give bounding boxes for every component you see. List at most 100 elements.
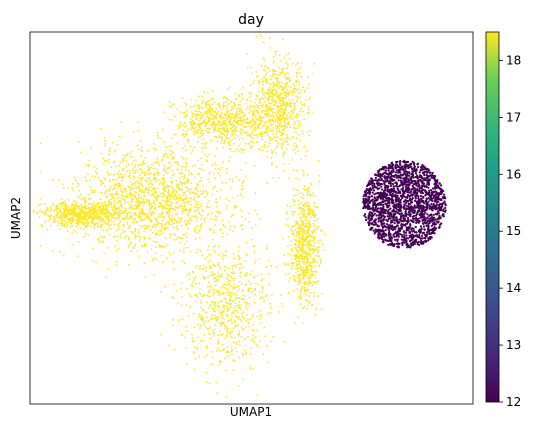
cell-point — [220, 136, 223, 139]
cell-point — [163, 193, 165, 196]
cell-point — [317, 159, 320, 162]
cell-point — [104, 160, 106, 162]
cell-point — [68, 206, 71, 208]
cell-point — [205, 320, 207, 323]
cell-point — [228, 112, 231, 115]
cell-point — [168, 219, 171, 222]
cell-point — [193, 346, 196, 349]
cell-point — [55, 207, 58, 210]
cell-point — [181, 96, 184, 99]
cell-point — [102, 220, 105, 222]
cell-point — [218, 115, 221, 117]
cell-point — [45, 213, 47, 216]
cell-point — [297, 240, 300, 243]
cell-point — [118, 222, 121, 225]
cell-point — [112, 214, 115, 216]
cell-point — [202, 116, 204, 119]
cell-point — [141, 172, 144, 175]
cell-point — [202, 113, 205, 115]
cell-point — [49, 218, 52, 220]
cell-point — [305, 226, 307, 229]
cell-point — [77, 216, 80, 219]
cell-point — [123, 196, 126, 198]
cell-point — [137, 121, 139, 123]
cell-point — [139, 211, 141, 214]
cell-point — [285, 212, 288, 215]
cell-point — [26, 206, 28, 208]
cell-point — [48, 215, 51, 218]
cell-point — [214, 305, 216, 308]
cell-point — [192, 281, 194, 283]
cell-point — [295, 248, 298, 251]
cell-point — [212, 121, 215, 124]
cell-point — [216, 113, 219, 116]
cell-point — [281, 147, 283, 150]
cell-point — [263, 59, 266, 61]
cell-point — [213, 172, 216, 175]
cell-point — [284, 76, 286, 79]
cell-point — [39, 197, 42, 200]
cell-point — [302, 174, 305, 177]
cell-point — [300, 207, 303, 210]
cell-point — [258, 107, 261, 110]
cell-point — [241, 195, 243, 198]
cell-point — [297, 125, 300, 128]
cell-point — [252, 105, 255, 108]
cell-point — [248, 287, 250, 290]
cell-point — [94, 208, 96, 211]
cell-point — [292, 201, 295, 203]
cell-point — [155, 224, 158, 226]
cell-point — [251, 132, 254, 134]
cell-point — [303, 306, 306, 308]
cell-point — [213, 135, 216, 138]
cell-point — [207, 121, 209, 124]
cell-point — [271, 162, 273, 165]
cell-point — [151, 163, 153, 166]
cell-point — [285, 78, 288, 81]
cell-point — [236, 97, 238, 100]
cell-point — [117, 193, 120, 196]
cell-point — [252, 121, 255, 124]
cell-point — [142, 212, 145, 215]
cell-point — [143, 237, 146, 240]
cell-point — [171, 194, 174, 197]
cell-point — [294, 64, 297, 67]
cell-point — [262, 353, 265, 356]
cell-point — [61, 203, 64, 206]
cell-point — [181, 175, 184, 178]
cell-point — [135, 198, 138, 200]
cell-point — [163, 154, 165, 157]
cell-point — [258, 101, 261, 104]
cell-point — [265, 266, 268, 268]
cell-point — [116, 201, 119, 204]
cell-point — [148, 213, 150, 215]
cell-point — [98, 220, 101, 223]
cell-point — [321, 243, 324, 246]
cell-point — [55, 209, 58, 211]
cell-point — [114, 172, 117, 175]
day-12-cells — [362, 159, 447, 249]
cell-point — [267, 93, 269, 96]
cell-point — [190, 197, 193, 200]
cell-point — [213, 264, 215, 267]
cell-point — [294, 244, 297, 247]
cell-point — [270, 75, 273, 78]
cell-point — [75, 208, 78, 211]
cell-point — [167, 223, 170, 225]
cell-point — [154, 178, 157, 181]
cell-point — [302, 172, 305, 174]
cell-point — [234, 347, 237, 349]
cell-point — [221, 96, 224, 99]
cell-point — [154, 188, 156, 190]
cell-point — [138, 184, 141, 187]
cell-point — [205, 102, 207, 105]
cell-point — [266, 150, 269, 153]
cell-point — [127, 196, 129, 199]
cell-point — [56, 211, 59, 214]
cell-point — [193, 229, 196, 232]
cell-point — [297, 92, 299, 95]
cell-point — [80, 192, 82, 195]
cell-point — [138, 193, 141, 196]
cell-point — [308, 108, 310, 111]
cell-point — [223, 142, 225, 145]
